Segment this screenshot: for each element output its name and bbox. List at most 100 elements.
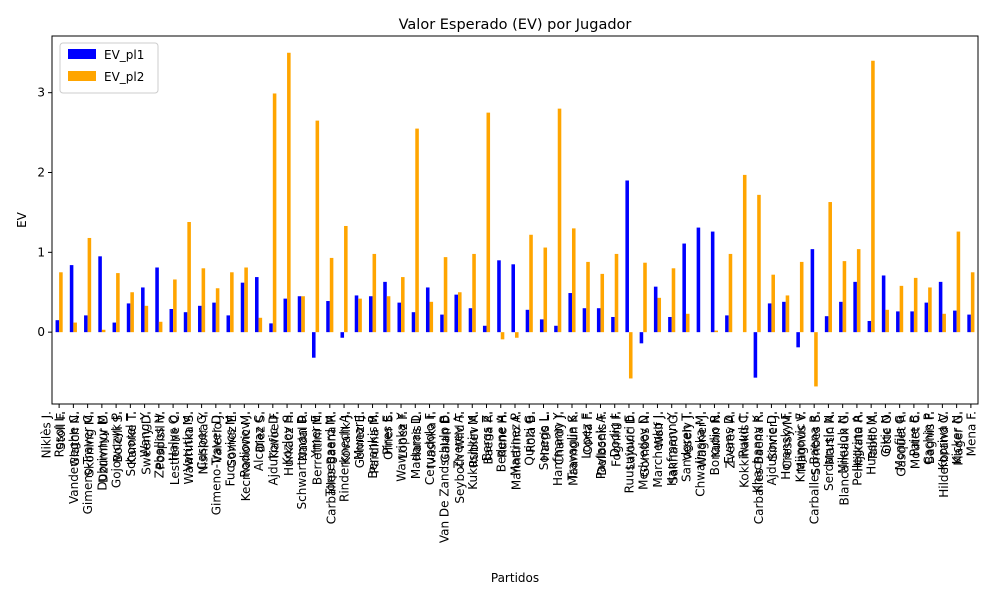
bar	[881, 275, 886, 333]
x-tick-label: Ruusuvuori E.	[622, 411, 636, 493]
x-tick-label: Torpegaard M.	[323, 411, 337, 497]
bar	[596, 308, 601, 333]
x-tick-label: Pospisil V.	[154, 411, 168, 470]
x-tick-label: Ruud C.	[736, 411, 750, 458]
x-tick-label: Wagner J.	[695, 411, 709, 468]
x-tick-label: Fucsovics M.	[224, 411, 238, 486]
bar	[796, 332, 800, 348]
bar	[899, 285, 904, 333]
x-tick-label: Gimeno-Traver D.	[209, 411, 223, 515]
bar	[942, 313, 946, 333]
bar	[511, 264, 515, 333]
legend-swatch	[68, 71, 96, 81]
bar	[344, 225, 348, 333]
x-tick-label: Cerundolo F.	[423, 411, 437, 485]
x-tick-label: Mager G.	[951, 411, 965, 466]
x-tick-label: Cressy M.	[780, 411, 794, 469]
x-tick-label: Gomez E.	[225, 411, 239, 468]
bar	[230, 272, 234, 333]
x-tick-label: Gikic N.	[879, 411, 893, 457]
x-tick-label: Lopez F.	[580, 411, 594, 459]
x-tick-label: Marchenko I.	[651, 411, 665, 488]
x-tick-label: Rola B.	[524, 411, 538, 453]
x-tick-label: Horansky F.	[779, 411, 793, 480]
x-tick-label: Kukushkin M.	[466, 411, 480, 490]
x-tick-label: Evans D.	[722, 411, 736, 464]
bar	[625, 180, 629, 333]
x-tick-label: Niklès J.	[40, 411, 54, 458]
x-tick-label: Dodig I.	[608, 411, 622, 457]
x-tick-label: Hanfmann Y.	[665, 411, 679, 486]
bar	[454, 294, 459, 333]
x-tick-label: Stoll F.	[54, 411, 68, 450]
x-tick-label: Van De Zandschulp B.	[437, 411, 451, 543]
bar	[529, 234, 533, 333]
bar	[543, 247, 548, 333]
bar	[429, 301, 434, 333]
x-tick-label: Lestienne C.	[168, 411, 182, 485]
bar	[315, 120, 320, 333]
bar	[924, 302, 929, 333]
bar	[112, 322, 117, 333]
bar	[358, 298, 362, 333]
x-tick-label: Zverev A.	[723, 411, 737, 469]
bar	[415, 128, 419, 333]
x-tick-label: Diez S.	[253, 411, 267, 453]
x-tick-label: Zverev A.	[452, 411, 466, 469]
x-tick-label: Pires E.	[380, 411, 394, 455]
x-tick-label: Ivashka I.	[424, 411, 438, 468]
x-tick-label: Glatch N.	[68, 411, 82, 467]
x-tick-label: Rublev A.	[467, 411, 481, 467]
x-tick-label: Madaras D.	[409, 411, 423, 479]
x-tick-label: Valerio J.	[211, 411, 225, 463]
x-tick-label: Schwartzman D.	[295, 411, 309, 509]
x-tick-label: Gomez E.	[353, 411, 367, 468]
bar	[158, 321, 163, 333]
x-tick-label: Ymer E.	[309, 411, 323, 459]
x-tick-label: Hijikata R.	[852, 411, 866, 472]
bar	[472, 253, 476, 333]
x-tick-label: Serdarusic N.	[822, 411, 836, 491]
x-tick-label: Rodionov J.	[238, 411, 252, 478]
x-tick-label: Kamke T.	[125, 411, 139, 465]
bar	[297, 296, 302, 333]
bar	[482, 325, 487, 333]
bar	[411, 312, 416, 333]
bar	[98, 256, 102, 333]
bar	[173, 279, 177, 333]
x-tick-label: Ajdukovic D.	[765, 411, 779, 486]
x-tick-label: Berankis R.	[366, 411, 380, 479]
bar	[212, 302, 216, 333]
x-tick-label: Martin A.	[823, 411, 837, 465]
bar	[600, 273, 605, 333]
bar	[59, 272, 63, 333]
bar	[653, 286, 658, 333]
bar	[853, 281, 857, 333]
bar	[130, 292, 134, 333]
bar	[311, 332, 316, 358]
bar	[668, 316, 672, 333]
y-tick-label: 3	[37, 86, 45, 100]
bar	[557, 108, 562, 333]
bar	[386, 296, 391, 333]
bar	[824, 316, 829, 333]
x-tick-label: Tabilo A.	[866, 411, 880, 462]
x-tick-label: Zeballos H.	[152, 411, 166, 478]
x-tick-label: Khachanov K.	[751, 411, 765, 493]
bar	[458, 292, 462, 333]
bar	[198, 305, 202, 333]
bar	[126, 303, 131, 333]
x-tick-label: Berrettini M.	[310, 411, 324, 485]
bar	[144, 305, 149, 333]
x-tick-label: Ofner S.	[382, 411, 396, 460]
bar	[69, 265, 74, 333]
bar	[326, 301, 330, 333]
x-tick-label: Bolelli S.	[111, 411, 125, 463]
x-tick-label: Kokkinakis T.	[738, 411, 752, 488]
bar	[525, 309, 530, 333]
x-tick-label: Bonadio R.	[708, 411, 722, 475]
bar	[515, 332, 519, 338]
legend-label: EV_pl2	[104, 70, 144, 84]
bar	[539, 319, 544, 333]
x-tick-label: Nadal R.	[296, 411, 310, 461]
